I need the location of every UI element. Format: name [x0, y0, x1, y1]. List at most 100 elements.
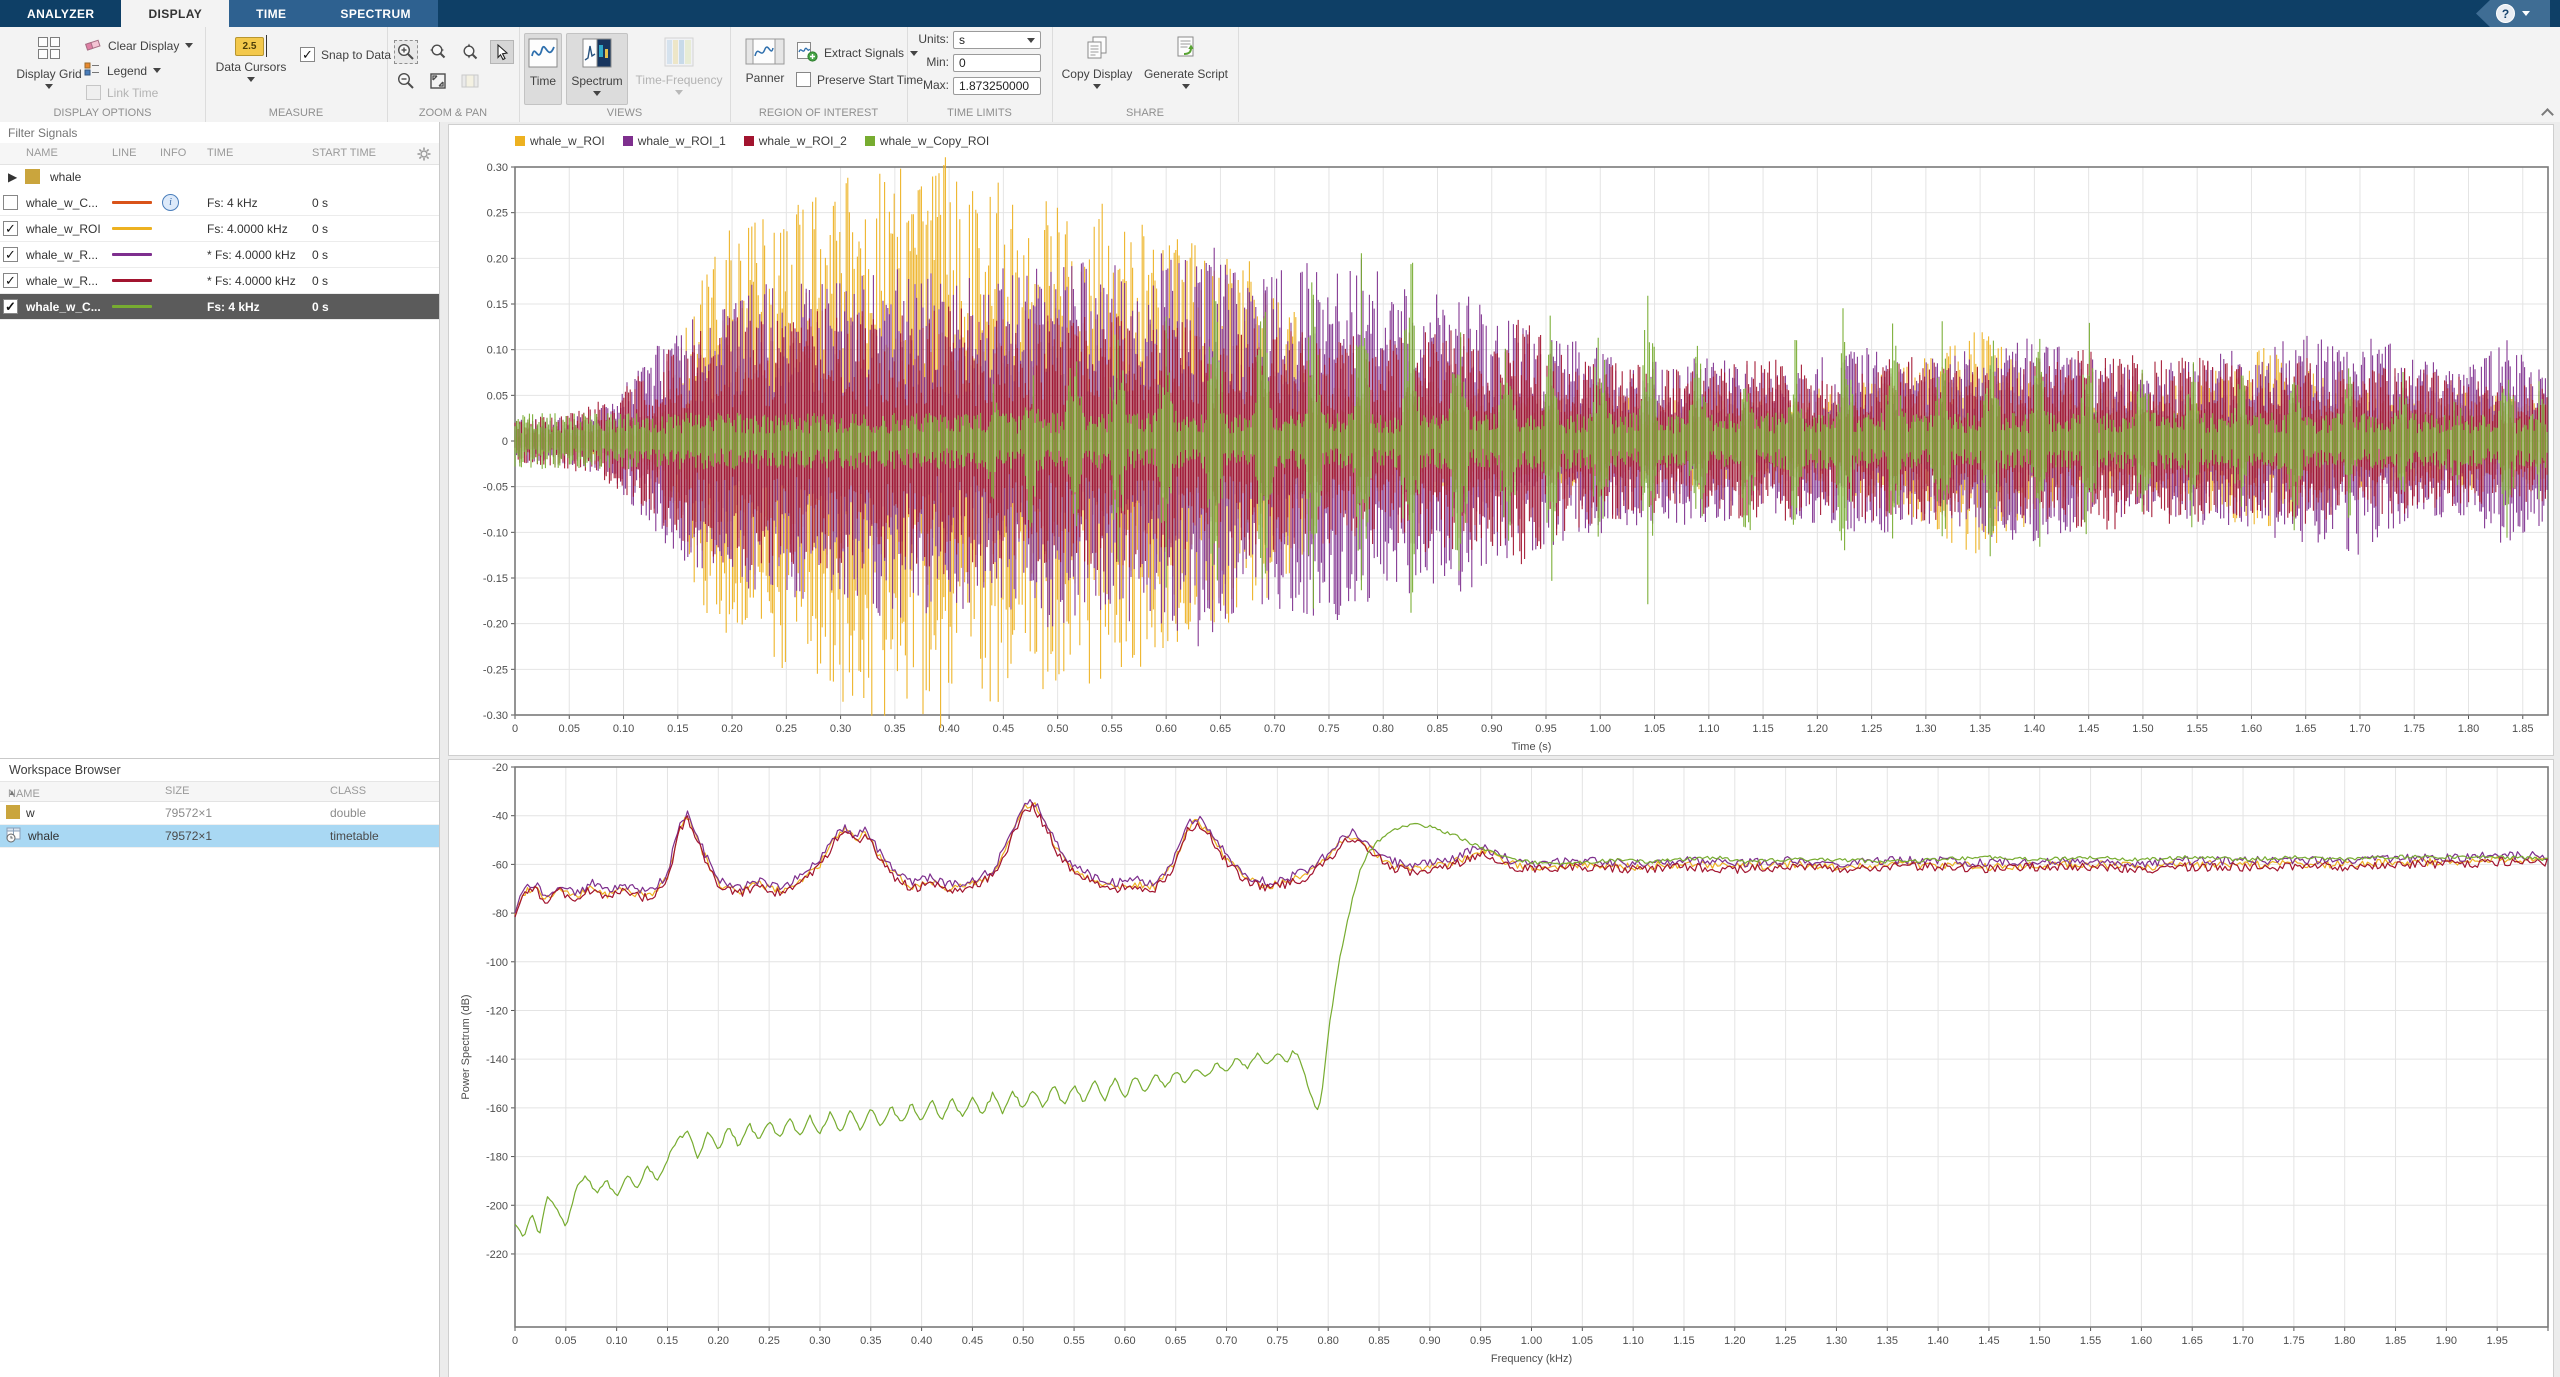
- legend-label: whale_w_ROI_1: [637, 134, 726, 148]
- extract-signals-label: Extract Signals: [824, 46, 905, 60]
- legend-icon: [84, 61, 101, 80]
- panel-splitter[interactable]: [440, 122, 447, 1377]
- svg-text:1.40: 1.40: [1927, 1335, 1948, 1347]
- legend-item[interactable]: whale_w_Copy_ROI: [864, 134, 989, 148]
- svg-text:-0.05: -0.05: [483, 482, 508, 494]
- svg-text:-120: -120: [486, 1005, 508, 1017]
- signals-panel: NAME LINE INFO TIME START TIME ▶ whale w…: [0, 122, 440, 1377]
- workspace-row[interactable]: whale 79572×1 timetable: [0, 825, 439, 848]
- column-info[interactable]: INFO: [160, 147, 187, 159]
- signal-start-time: 0 s: [312, 299, 329, 314]
- legend-button[interactable]: Legend: [84, 61, 162, 80]
- tab-spectrum[interactable]: SPECTRUM: [313, 0, 438, 27]
- signal-info-icon[interactable]: [162, 294, 202, 319]
- signal-checkbox[interactable]: ✓: [3, 216, 25, 241]
- legend-caret-icon: [153, 68, 162, 73]
- svg-text:1.75: 1.75: [2404, 723, 2425, 735]
- signal-row[interactable]: ✓ whale_w_C... Fs: 4 kHz 0 s: [0, 294, 439, 320]
- signal-checkbox[interactable]: ✓: [3, 294, 25, 319]
- signal-line-swatch: [112, 294, 158, 319]
- signal-info-icon[interactable]: [162, 216, 202, 241]
- signal-line-swatch: [112, 190, 158, 215]
- help-menu[interactable]: ?: [2476, 0, 2550, 27]
- svg-text:1.20: 1.20: [1724, 1335, 1745, 1347]
- data-cursors-button[interactable]: 2.5 Data Cursors: [212, 35, 290, 82]
- tab-display[interactable]: DISPLAY: [121, 0, 230, 27]
- svg-text:0.30: 0.30: [487, 162, 508, 174]
- signal-info-icon[interactable]: i: [162, 190, 202, 215]
- legend-item[interactable]: whale_w_ROI_2: [743, 134, 847, 148]
- signal-checkbox[interactable]: ✓: [3, 268, 25, 293]
- zoom-in-button[interactable]: [394, 40, 418, 64]
- pointer-tool-button[interactable]: [490, 40, 514, 64]
- preserve-start-time-checkbox[interactable]: Preserve Start Time: [796, 72, 923, 87]
- signal-checkbox[interactable]: ✓: [3, 242, 25, 267]
- tree-expand-icon[interactable]: ▶: [8, 169, 18, 184]
- extract-signals-button[interactable]: Extract Signals: [796, 41, 919, 65]
- section-time-limits: TIME LIMITS: [907, 27, 1053, 122]
- panner-icon: [745, 38, 785, 68]
- y-axis-label: Power Spectrum (dB): [460, 994, 472, 1099]
- min-input[interactable]: [953, 54, 1041, 72]
- min-label: Min:: [926, 55, 949, 69]
- signal-line-swatch: [112, 216, 158, 241]
- panner-button[interactable]: Panner: [740, 38, 790, 85]
- fit-to-view-button[interactable]: [426, 69, 450, 93]
- time-plot[interactable]: 0 0.05 0.10 0.15 0.20 0.25 0.30 0.35 0.40 0.45 0.5…: [449, 125, 2553, 755]
- help-icon[interactable]: ?: [2496, 4, 2515, 23]
- timetable-icon: [6, 827, 22, 846]
- ws-column-class[interactable]: CLASS: [330, 785, 367, 797]
- ws-column-size[interactable]: SIZE: [165, 785, 190, 797]
- preserve-start-time-checkbox-box[interactable]: [796, 72, 811, 87]
- signal-row[interactable]: ✓ whale_w_R... * Fs: 4.0000 kHz 0 s: [0, 242, 439, 268]
- signal-info-icon[interactable]: [162, 268, 202, 293]
- spectrum-plot[interactable]: 0 0.05 0.10 0.15 0.20 0.25 0.30 0.35 0.40 0.45 0.5…: [449, 760, 2553, 1377]
- svg-text:0.55: 0.55: [1101, 723, 1122, 735]
- legend-item[interactable]: whale_w_ROI_1: [622, 134, 726, 148]
- signal-time: Fs: 4.0000 kHz: [207, 221, 288, 236]
- signal-group-row-whale[interactable]: ▶ whale: [0, 164, 439, 191]
- tab-time[interactable]: TIME: [229, 0, 314, 27]
- column-name[interactable]: NAME: [26, 147, 58, 159]
- filter-signals-input[interactable]: [0, 122, 439, 143]
- section-label: SHARE: [1126, 107, 1164, 119]
- signal-row[interactable]: whale_w_C... i Fs: 4 kHz 0 s: [0, 190, 439, 216]
- snap-to-data-checkbox[interactable]: ✓ Snap to Data: [300, 47, 391, 62]
- spectrum-view-button[interactable]: Spectrum: [566, 33, 628, 105]
- svg-text:0.10: 0.10: [613, 723, 634, 735]
- zoom-row-1: [394, 40, 514, 64]
- grid-lines: [514, 766, 2549, 1327]
- column-line[interactable]: LINE: [112, 147, 137, 159]
- legend-item[interactable]: whale_w_ROI: [515, 134, 605, 148]
- tab-analyzer[interactable]: ANALYZER: [27, 6, 95, 21]
- signal-row[interactable]: ✓ whale_w_ROI Fs: 4.0000 kHz 0 s: [0, 216, 439, 242]
- signal-info-icon[interactable]: [162, 242, 202, 267]
- zoom-in-x-button[interactable]: [426, 40, 450, 64]
- column-start-time[interactable]: START TIME: [312, 147, 376, 159]
- svg-text:1.70: 1.70: [2232, 1335, 2253, 1347]
- collapse-ribbon-button[interactable]: [2542, 106, 2552, 116]
- display-grid-button[interactable]: Display Grid: [14, 35, 84, 89]
- column-time[interactable]: TIME: [207, 147, 234, 159]
- signal-checkbox[interactable]: [3, 190, 25, 215]
- signal-row[interactable]: ✓ whale_w_R... * Fs: 4.0000 kHz 0 s: [0, 268, 439, 294]
- clear-display-button[interactable]: Clear Display: [84, 36, 194, 55]
- snap-to-data-checkbox-box[interactable]: ✓: [300, 47, 315, 62]
- zoom-out-button[interactable]: [394, 69, 418, 93]
- svg-text:1.20: 1.20: [1807, 723, 1828, 735]
- time-view-button[interactable]: Time: [524, 33, 562, 105]
- generate-script-button[interactable]: Generate Script: [1140, 35, 1232, 89]
- svg-text:1.85: 1.85: [2385, 1335, 2406, 1347]
- workspace-row[interactable]: w 79572×1 double: [0, 802, 439, 825]
- data-cursor-icon: 2.5: [235, 35, 267, 57]
- max-input[interactable]: [953, 77, 1041, 95]
- svg-text:1.70: 1.70: [2349, 723, 2370, 735]
- svg-text:0.15: 0.15: [667, 723, 688, 735]
- svg-text:0.55: 0.55: [1063, 1335, 1084, 1347]
- units-dropdown[interactable]: s: [953, 31, 1041, 49]
- section-views: VIEWS: [519, 27, 731, 122]
- table-settings-gear-icon[interactable]: [417, 147, 431, 164]
- zoom-in-y-button[interactable]: [458, 40, 482, 64]
- svg-text:0.30: 0.30: [809, 1335, 830, 1347]
- copy-display-button[interactable]: Copy Display: [1055, 35, 1139, 89]
